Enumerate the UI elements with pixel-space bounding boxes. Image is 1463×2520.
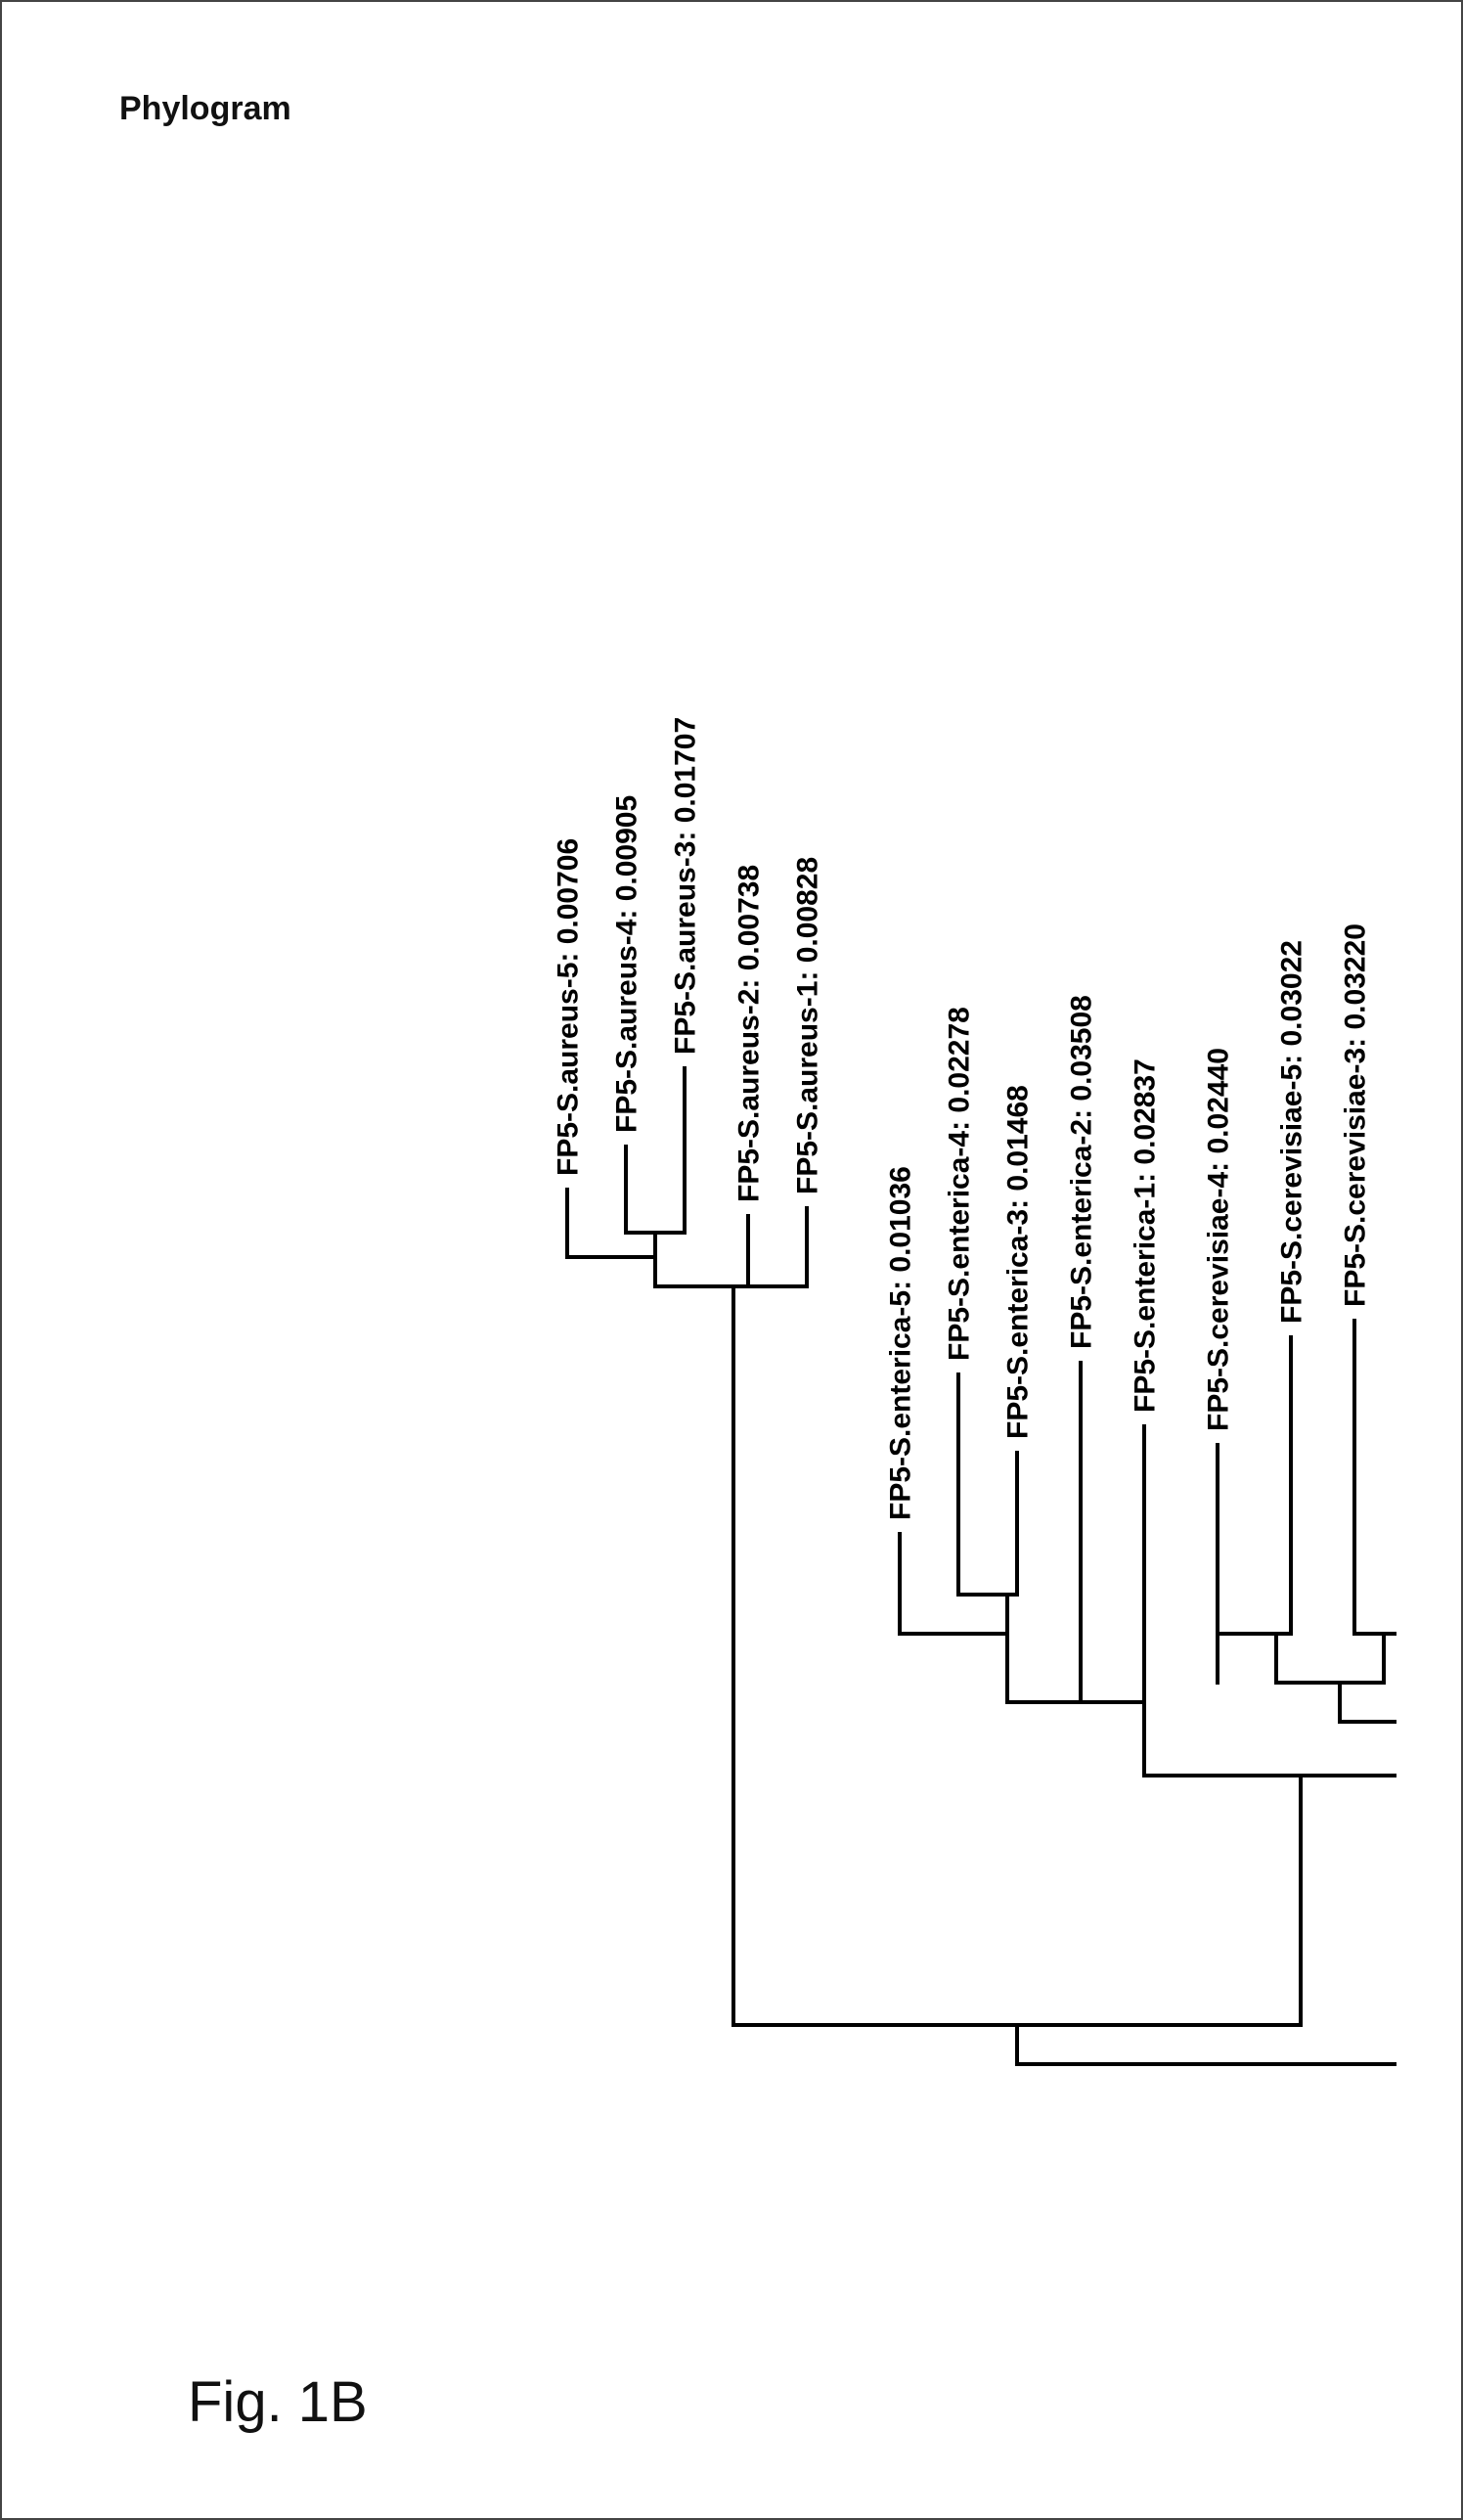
leaf-cerevisiae-4: FP5-S.cerevisiae-4: 0.02440 [1203, 1048, 1235, 1431]
leaf-aureus-5: FP5-S.aureus-5: 0.00706 [553, 838, 585, 1176]
leaf-cerevisiae-5: FP5-S.cerevisiae-5: 0.03022 [1276, 940, 1308, 1324]
leaf-aureus-1: FP5-S.aureus-1: 0.00828 [792, 857, 824, 1194]
leaf-enterica-4: FP5-S.enterica-4: 0.02278 [944, 1007, 976, 1361]
leaf-cerevisiae-3: FP5-S.cerevisiae-3: 0.03220 [1340, 923, 1372, 1307]
leaf-enterica-5: FP5-S.enterica-5: 0.01036 [885, 1166, 917, 1520]
leaf-enterica-1: FP5-S.enterica-1: 0.02837 [1130, 1058, 1162, 1413]
figure-label: Fig. 1B [188, 2369, 368, 2435]
phylogram-tree: FP5-neg-control-1: 0.01552FP5-neg-contro… [70, 139, 1396, 2350]
phylogram-title: Phylogram [119, 90, 291, 128]
page-frame: Phylogram Fig. 1B FP5-neg-control-1: 0.0… [0, 0, 1463, 2520]
leaf-aureus-4: FP5-S.aureus-4: 0.00905 [611, 795, 643, 1133]
leaf-aureus-3: FP5-S.aureus-3: 0.01707 [670, 717, 702, 1055]
leaf-aureus-2: FP5-S.aureus-2: 0.00738 [733, 865, 766, 1202]
leaf-enterica-2: FP5-S.enterica-2: 0.03508 [1066, 995, 1098, 1349]
leaf-enterica-3: FP5-S.enterica-3: 0.01468 [1002, 1085, 1035, 1439]
